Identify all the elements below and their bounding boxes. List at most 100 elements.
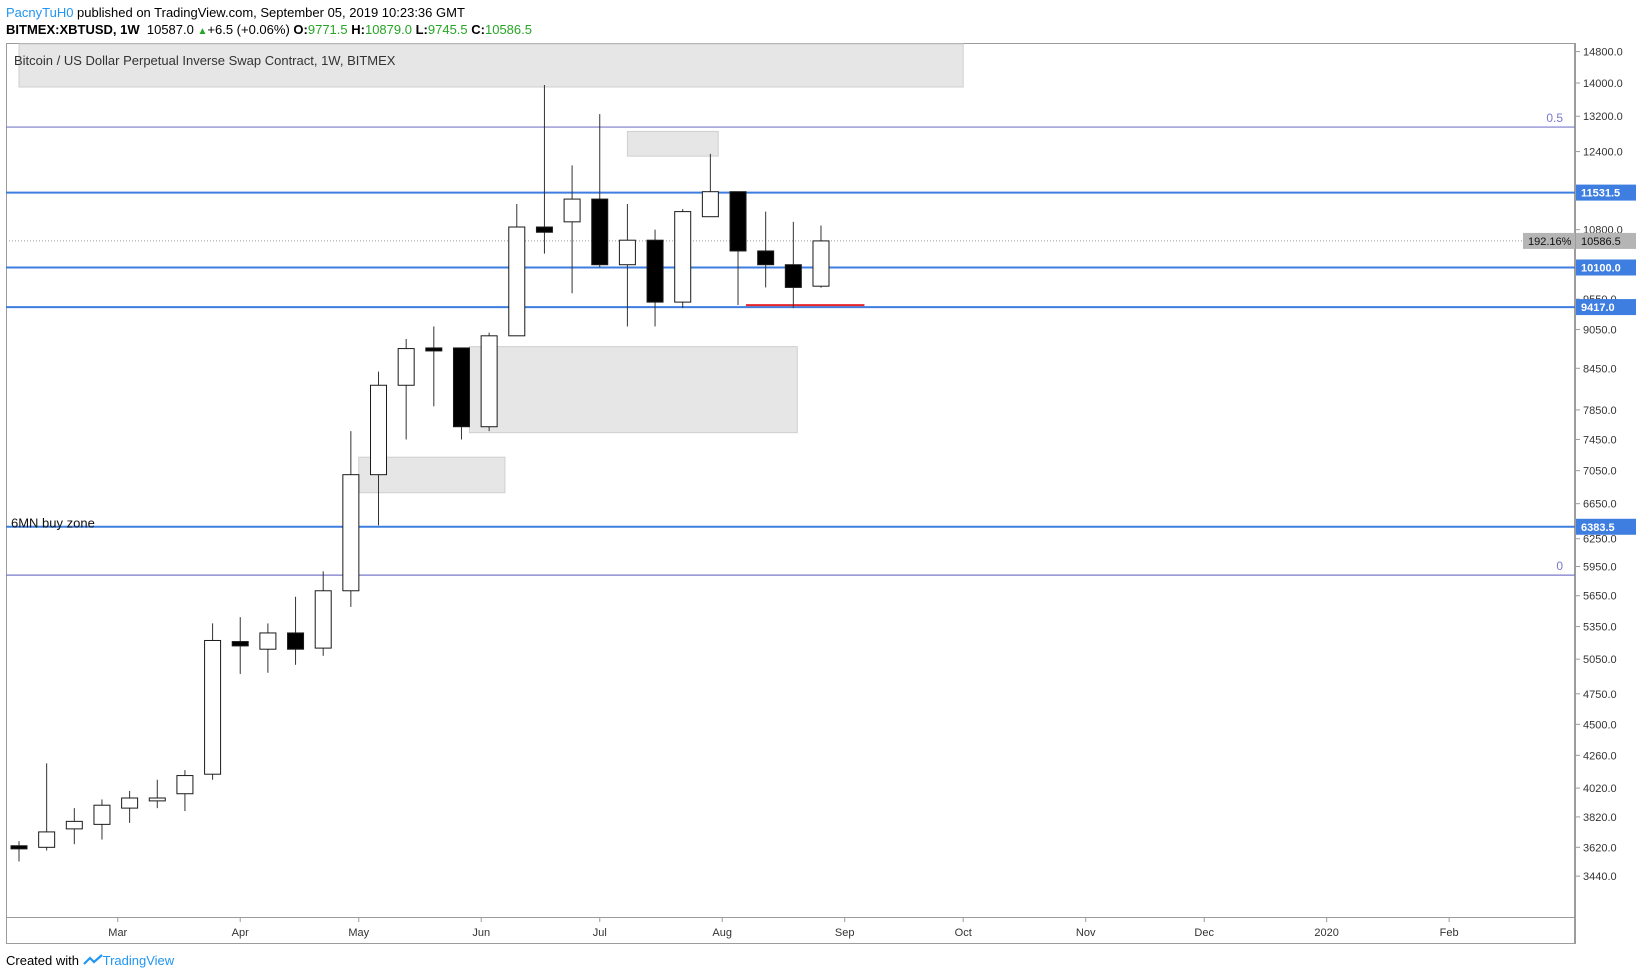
candle[interactable] bbox=[370, 371, 388, 526]
price-tick-label: 8450.0 bbox=[1583, 363, 1617, 375]
candle[interactable] bbox=[591, 114, 609, 268]
price-labels-layer: 11531.5 10100.0 9417.0 6383.5 10586.5 192.16% bbox=[1523, 184, 1636, 535]
candle-body bbox=[591, 198, 609, 266]
time-tick-label: Apr bbox=[232, 927, 249, 939]
zone-rect bbox=[18, 43, 964, 88]
candle[interactable] bbox=[701, 153, 719, 218]
candle-body bbox=[784, 264, 802, 288]
candle-body bbox=[121, 797, 139, 809]
price-tick-label: 3820.0 bbox=[1583, 812, 1617, 824]
candle[interactable] bbox=[508, 204, 526, 337]
candle[interactable] bbox=[757, 211, 775, 288]
candle[interactable] bbox=[121, 790, 139, 823]
candle[interactable] bbox=[563, 165, 581, 294]
price-tick-label: 3620.0 bbox=[1583, 842, 1617, 854]
price-tick-label: 9050.0 bbox=[1583, 325, 1617, 337]
candle[interactable] bbox=[65, 808, 83, 845]
candle[interactable] bbox=[535, 85, 553, 254]
candle-body bbox=[646, 239, 664, 303]
candle[interactable] bbox=[287, 596, 305, 665]
candle-body bbox=[508, 226, 526, 337]
candle[interactable] bbox=[204, 623, 222, 780]
candle[interactable] bbox=[314, 571, 332, 656]
time-axis[interactable]: Mar Apr May Jun Jul Aug Sep Oct Nov Dec 2020 Feb bbox=[108, 917, 1459, 939]
candle-body bbox=[674, 211, 692, 303]
time-tick-label: May bbox=[348, 927, 369, 939]
percent-label: 192.16% bbox=[1528, 236, 1572, 248]
price-tick-label: 13200.0 bbox=[1583, 111, 1623, 123]
candle[interactable] bbox=[10, 841, 28, 862]
candle[interactable] bbox=[93, 799, 111, 840]
candle[interactable] bbox=[397, 338, 415, 440]
candle-body bbox=[701, 191, 719, 218]
candle-body bbox=[480, 335, 498, 428]
price-tick-label: 5950.0 bbox=[1583, 562, 1617, 574]
close-label: C: bbox=[471, 22, 485, 37]
candle[interactable] bbox=[812, 225, 830, 288]
change-value: +6.5 (+0.06%) bbox=[207, 22, 290, 37]
price-label-box bbox=[1576, 518, 1636, 535]
price-tick-label: 7450.0 bbox=[1583, 434, 1617, 446]
time-tick-label: Nov bbox=[1076, 927, 1096, 939]
price-tick-label: 7050.0 bbox=[1583, 466, 1617, 478]
close-value: 10586.5 bbox=[484, 22, 532, 37]
candle-body bbox=[342, 474, 360, 592]
candle[interactable] bbox=[259, 623, 277, 673]
time-tick-label: Mar bbox=[108, 927, 127, 939]
high-label: H: bbox=[351, 22, 365, 37]
author-link[interactable]: PacnyTuH0 bbox=[6, 5, 74, 20]
candle[interactable] bbox=[729, 191, 747, 306]
price-axis[interactable]: 14800.014000.013200.012400.011600.010800… bbox=[1575, 47, 1623, 884]
candles-layer bbox=[10, 85, 830, 862]
candle[interactable] bbox=[784, 221, 802, 309]
candle-body bbox=[259, 632, 277, 650]
open-value: 9771.5 bbox=[307, 22, 348, 37]
price-label-text: 6383.5 bbox=[1581, 522, 1615, 534]
candle[interactable] bbox=[231, 617, 249, 674]
current-price-label-box bbox=[1576, 232, 1636, 249]
candle[interactable] bbox=[176, 770, 194, 812]
publish-line: PacnyTuH0 published on TradingView.com, … bbox=[6, 4, 532, 21]
price-tick-label: 4500.0 bbox=[1583, 719, 1617, 731]
candle[interactable] bbox=[646, 229, 664, 327]
candle-body bbox=[452, 347, 470, 428]
footer: Created with TradingView bbox=[6, 953, 174, 968]
candle-body bbox=[287, 632, 305, 650]
candle-body bbox=[812, 240, 830, 287]
low-label: L: bbox=[415, 22, 428, 37]
candle[interactable] bbox=[480, 332, 498, 432]
price-tick-label: 4750.0 bbox=[1583, 689, 1617, 701]
chart-header: PacnyTuH0 published on TradingView.com, … bbox=[6, 4, 532, 40]
time-tick-label: 2020 bbox=[1314, 927, 1338, 939]
candle-body bbox=[425, 347, 443, 352]
price-label-box bbox=[1576, 259, 1636, 276]
chart-title: Bitcoin / US Dollar Perpetual Inverse Sw… bbox=[14, 53, 396, 68]
symbol-label: BITMEX:XBTUSD, 1W bbox=[6, 22, 140, 37]
price-label-text: 10100.0 bbox=[1581, 262, 1621, 274]
candle-body bbox=[176, 775, 194, 795]
candle[interactable] bbox=[674, 209, 692, 309]
candle[interactable] bbox=[38, 763, 56, 851]
candle[interactable] bbox=[452, 347, 470, 440]
candle-body bbox=[10, 845, 28, 850]
tradingview-brand-link[interactable]: TradingView bbox=[102, 953, 175, 968]
price-tick-label: 5350.0 bbox=[1583, 622, 1617, 634]
fib-label: 0.5 bbox=[1546, 111, 1563, 125]
candle-body bbox=[535, 226, 553, 233]
up-arrow-icon: ▲ bbox=[197, 26, 208, 37]
zones-layer bbox=[18, 43, 964, 494]
time-tick-label: Aug bbox=[712, 927, 732, 939]
candle[interactable] bbox=[342, 431, 360, 607]
candle[interactable] bbox=[618, 204, 636, 327]
created-with-label: Created with bbox=[6, 953, 79, 968]
candle-body bbox=[618, 239, 636, 266]
current-price-label: 10586.5 bbox=[1581, 236, 1621, 248]
candle[interactable] bbox=[148, 779, 166, 809]
zone-rect bbox=[468, 346, 798, 434]
price-label-box bbox=[1576, 184, 1636, 201]
publish-info: published on TradingView.com, September … bbox=[73, 5, 465, 20]
price-tick-label: 7850.0 bbox=[1583, 405, 1617, 417]
candle[interactable] bbox=[425, 326, 443, 407]
zone-rect bbox=[626, 130, 719, 157]
